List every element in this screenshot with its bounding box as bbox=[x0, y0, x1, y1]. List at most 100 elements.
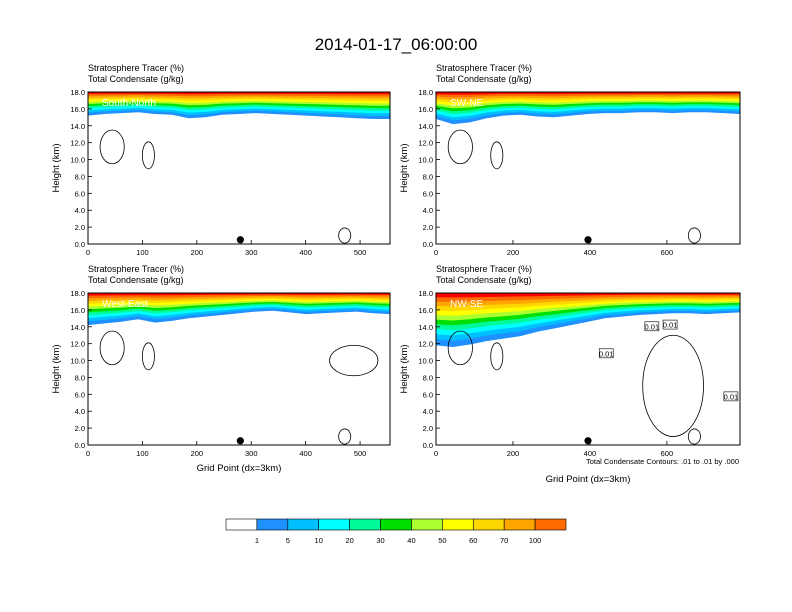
y-tick-label: 0.0 bbox=[75, 441, 85, 450]
y-tick-label: 10.0 bbox=[70, 357, 85, 366]
tracer-band-11 bbox=[436, 92, 740, 95]
colorbar-label: 100 bbox=[529, 536, 542, 545]
x-tick-label: 500 bbox=[354, 248, 367, 257]
y-tick-label: 6.0 bbox=[75, 390, 85, 399]
panel-label: South-North bbox=[102, 98, 156, 109]
panels-container: Stratosphere Tracer (%)Total Condensate … bbox=[51, 63, 741, 485]
contour-label-box bbox=[598, 348, 614, 359]
contour-label: 0.01 bbox=[663, 321, 678, 330]
tracer-field bbox=[436, 92, 740, 125]
y-tick-label: 8.0 bbox=[75, 172, 85, 181]
panel-label: SW-NE bbox=[450, 98, 483, 109]
location-marker bbox=[584, 437, 592, 445]
y-tick-label: 8.0 bbox=[423, 373, 433, 382]
colorbar-label: 20 bbox=[345, 536, 353, 545]
y-tick-label: 14.0 bbox=[70, 122, 85, 131]
y-tick-label: 18.0 bbox=[70, 289, 85, 298]
contour-label: 0.01 bbox=[599, 349, 614, 358]
colorbar-box bbox=[472, 518, 505, 531]
y-tick-label: 16.0 bbox=[70, 105, 85, 114]
plot-area bbox=[88, 92, 390, 244]
x-tick-label: 200 bbox=[191, 248, 204, 257]
x-tick-label: 400 bbox=[584, 449, 597, 458]
contour-line bbox=[141, 141, 155, 170]
y-tick-label: 2.0 bbox=[423, 424, 433, 433]
contour-line bbox=[99, 330, 125, 366]
colorbar-box bbox=[287, 518, 320, 531]
y-tick-label: 18.0 bbox=[418, 289, 433, 298]
y-tick-label: 8.0 bbox=[423, 172, 433, 181]
plot-frame bbox=[87, 91, 391, 245]
panel-subtitle-condensate: Total Condensate (g/kg) bbox=[436, 74, 532, 84]
panel-4: Stratosphere Tracer (%) Total Condensate … bbox=[399, 264, 741, 485]
y-tick-label: 2.0 bbox=[423, 223, 433, 232]
y-tick-label: 2.0 bbox=[75, 223, 85, 232]
y-tick-label: 12.0 bbox=[418, 340, 433, 349]
panel-subtitle-condensate: Total Condensate (g/kg) bbox=[88, 74, 184, 84]
x-tick-label: 400 bbox=[299, 248, 312, 257]
colorbar-label: 30 bbox=[376, 536, 384, 545]
plot-frame bbox=[87, 292, 391, 446]
y-tick-label: 4.0 bbox=[75, 407, 85, 416]
figure-title: 2014-01-17_06:00:00 bbox=[315, 35, 478, 54]
location-marker bbox=[584, 236, 592, 244]
tracer-field bbox=[88, 293, 390, 326]
contour-line bbox=[338, 428, 352, 445]
colorbar-label: 70 bbox=[500, 536, 508, 545]
x-tick-label: 200 bbox=[507, 449, 520, 458]
x-tick-label: 0 bbox=[434, 248, 438, 257]
contour-label: 0.01 bbox=[645, 322, 660, 331]
contour-label-box bbox=[723, 391, 739, 402]
contour-line bbox=[338, 227, 352, 244]
y-axis-label: Height (km) bbox=[51, 143, 62, 192]
y-tick-label: 14.0 bbox=[418, 122, 433, 131]
x-tick-label: 100 bbox=[136, 449, 149, 458]
colorbar-box bbox=[411, 518, 443, 531]
y-tick-label: 18.0 bbox=[418, 88, 433, 97]
y-tick-label: 4.0 bbox=[75, 206, 85, 215]
tracer-band-11 bbox=[88, 293, 390, 296]
y-tick-label: 6.0 bbox=[423, 189, 433, 198]
y-tick-label: 2.0 bbox=[75, 424, 85, 433]
y-tick-label: 16.0 bbox=[418, 306, 433, 315]
x-tick-label: 600 bbox=[661, 449, 674, 458]
tracer-band-11 bbox=[88, 92, 390, 95]
contour-note: Total Condensate Contours: .01 to .01 by… bbox=[586, 457, 739, 466]
colorbar-label: 60 bbox=[469, 536, 477, 545]
tracer-field bbox=[436, 293, 740, 347]
location-marker bbox=[236, 236, 244, 244]
contour-line bbox=[329, 344, 379, 377]
colorbar-box bbox=[380, 518, 412, 531]
colorbar: 1 5 10 20 30 40 50 60 70 100 bbox=[225, 518, 567, 545]
colorbar-box bbox=[503, 518, 536, 531]
contour-label: 0.01 bbox=[724, 392, 739, 401]
colorbar-box bbox=[442, 518, 474, 531]
x-tick-label: 300 bbox=[245, 248, 258, 257]
contour-line bbox=[642, 334, 704, 437]
x-axis-label: Grid Point (dx=3km) bbox=[197, 463, 282, 474]
contour-line bbox=[687, 227, 701, 244]
y-tick-label: 6.0 bbox=[423, 390, 433, 399]
contour-line bbox=[141, 342, 155, 371]
tracer-band-11 bbox=[436, 293, 740, 298]
colorbar-box bbox=[225, 518, 258, 531]
y-tick-label: 0.0 bbox=[423, 441, 433, 450]
panel-subtitle-tracer: Stratosphere Tracer (%) bbox=[436, 264, 532, 274]
y-tick-label: 12.0 bbox=[418, 139, 433, 148]
x-tick-label: 400 bbox=[299, 449, 312, 458]
condensate-contours bbox=[447, 330, 704, 445]
panel-subtitle-condensate: Total Condensate (g/kg) bbox=[88, 275, 184, 285]
x-tick-label: 500 bbox=[354, 449, 367, 458]
panel-subtitle-tracer: Stratosphere Tracer (%) bbox=[88, 264, 184, 274]
panel-label: NW-SE bbox=[450, 299, 483, 310]
panel-subtitle-tracer: Stratosphere Tracer (%) bbox=[88, 63, 184, 73]
colorbar-label: 50 bbox=[438, 536, 446, 545]
contour-label-box bbox=[644, 321, 660, 332]
x-tick-label: 0 bbox=[86, 248, 90, 257]
colorbar-label: 40 bbox=[407, 536, 415, 545]
condensate-contours bbox=[99, 129, 352, 244]
contour-line bbox=[490, 342, 504, 371]
tracer-field bbox=[88, 92, 390, 119]
panel-3: Stratosphere Tracer (%)Total Condensate … bbox=[51, 264, 391, 474]
